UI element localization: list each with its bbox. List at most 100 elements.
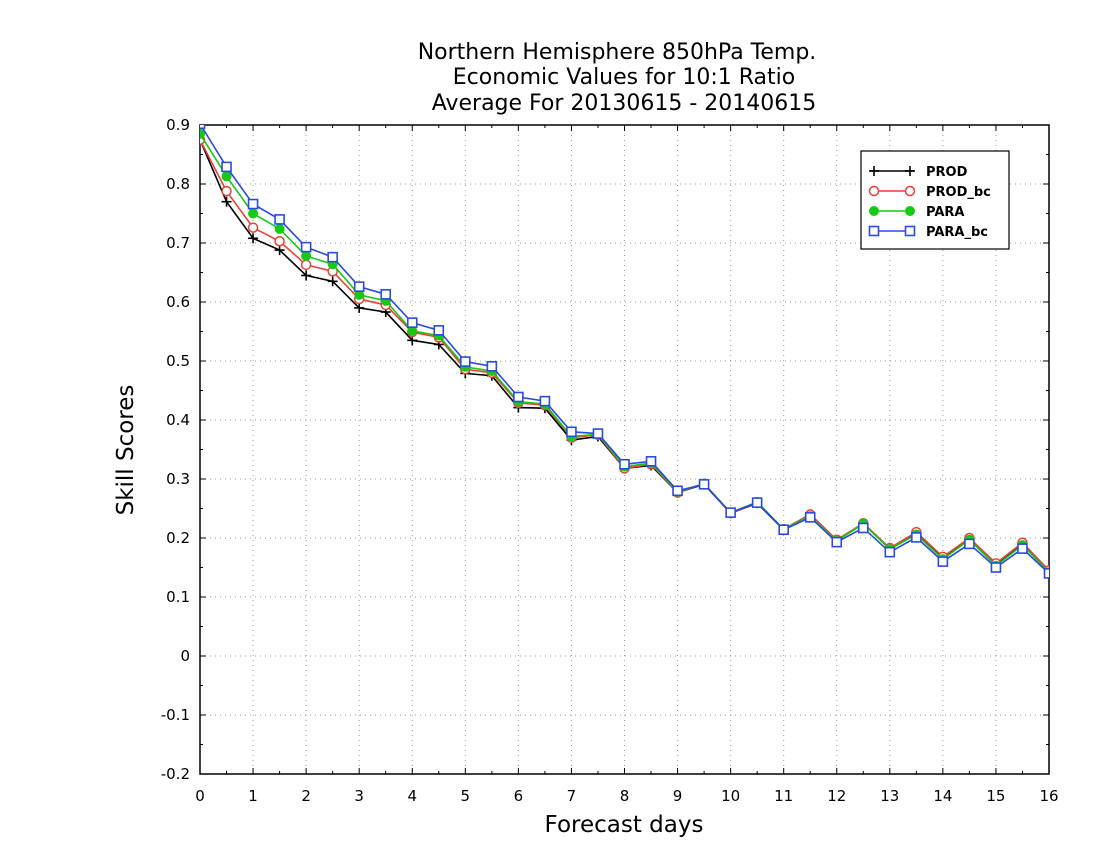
data-point [911, 532, 922, 543]
x-tick-label: 16 [1039, 787, 1058, 805]
data-point [380, 289, 392, 300]
data-point [274, 245, 285, 256]
data-point [248, 233, 259, 244]
data-point [672, 485, 683, 497]
x-tick-label: 5 [461, 787, 471, 805]
legend-label: PROD [926, 165, 968, 180]
data-point [221, 196, 232, 207]
y-tick-labels: 0.9 0.8 0.7 0.6 0.5 0.4 0.3 0.2 0.1 0 -0.1 -0.2 [161, 116, 190, 783]
x-tick-label: 15 [986, 787, 1005, 805]
data-point [513, 391, 524, 403]
legend-marker [868, 185, 880, 197]
y-tick-label: 0.7 [166, 234, 190, 252]
data-point [221, 171, 232, 182]
data-point [698, 479, 710, 490]
y-tick-label: -0.1 [161, 706, 190, 724]
data-point [937, 556, 949, 567]
data-point [406, 317, 418, 328]
x-tick-label: 13 [880, 787, 899, 805]
legend-label: PROD_bc [926, 185, 991, 200]
chart-title: Northern Hemisphere 850hPa Temp. Economi… [418, 40, 817, 116]
x-tick-label: 2 [301, 787, 311, 805]
y-tick-label: 0.6 [166, 293, 190, 311]
title-line-3: Average For 20130615 - 20140615 [432, 91, 817, 116]
series-para-bc [200, 125, 1049, 579]
data-point [353, 281, 365, 292]
y-tick-label: 0.8 [166, 175, 190, 193]
legend-entry: PROD_bc [868, 185, 991, 200]
legend-marker [905, 206, 915, 216]
series-lines [200, 125, 1049, 579]
data-point [274, 214, 285, 225]
legend-entry: PROD [869, 165, 968, 180]
x-tick-label: 8 [620, 787, 630, 805]
data-point [831, 536, 843, 548]
x-tick-label: 12 [827, 787, 846, 805]
data-point [247, 198, 259, 210]
x-tick-label: 14 [933, 787, 952, 805]
data-point [964, 538, 975, 550]
data-point [247, 222, 259, 233]
grid [200, 125, 1049, 774]
y-tick-label: 0.9 [166, 116, 190, 134]
x-tick-label: 10 [721, 787, 740, 805]
data-point [327, 276, 338, 287]
legend-marker [904, 185, 916, 197]
x-tick-label: 3 [354, 787, 364, 805]
x-tick-label: 4 [407, 787, 417, 805]
legend-label: PARA [926, 205, 964, 220]
data-point [804, 512, 816, 523]
y-tick-label: 0 [180, 647, 190, 665]
data-point [221, 161, 232, 173]
data-point [619, 458, 630, 470]
data-point [1043, 568, 1049, 579]
x-tick-label: 1 [248, 787, 258, 805]
data-point [884, 546, 896, 558]
legend-marker [869, 206, 879, 216]
data-point [300, 241, 312, 253]
data-point [200, 125, 206, 130]
data-point [301, 270, 312, 281]
y-tick-label: 0.2 [166, 529, 190, 547]
y-axis-title: Skill Scores [113, 385, 139, 516]
data-point [486, 361, 498, 372]
data-point [274, 235, 285, 247]
data-point [301, 250, 312, 261]
data-point [221, 185, 232, 197]
data-point [354, 302, 365, 313]
x-tick-labels: 0 1 2 3 4 5 6 7 8 9 10 11 12 13 14 15 16 [195, 787, 1058, 805]
data-point [751, 497, 763, 508]
data-point [274, 223, 285, 234]
x-tick-label: 6 [514, 787, 524, 805]
data-point [460, 356, 471, 367]
data-point [990, 562, 1002, 573]
data-point [248, 208, 259, 219]
legend-marker [869, 166, 879, 176]
data-point [433, 325, 445, 336]
legend-marker [868, 225, 880, 237]
title-line-2: Economic Values for 10:1 Ratio [453, 65, 795, 90]
legend-marker [905, 166, 915, 176]
legend-entry: PARA_bc [868, 225, 988, 240]
x-axis-title: Forecast days [545, 812, 704, 838]
legend-marker [904, 225, 916, 237]
axis-ticks [199, 124, 1050, 775]
data-point [1017, 543, 1028, 554]
data-point [592, 428, 604, 439]
legend-label: PARA_bc [926, 225, 988, 240]
y-tick-label: 0.1 [166, 588, 190, 606]
data-point [778, 524, 789, 536]
data-point [725, 507, 736, 518]
legend: PROD PROD_bc PARA PARA_bc [860, 150, 1010, 250]
data-point [566, 426, 577, 438]
x-tick-label: 7 [567, 787, 577, 805]
data-point [200, 128, 205, 139]
x-tick-label: 9 [673, 787, 683, 805]
data-point [300, 259, 312, 271]
y-tick-label: 0.4 [166, 411, 190, 429]
data-point [645, 455, 657, 467]
y-tick-label: 0.5 [166, 352, 190, 370]
title-line-1: Northern Hemisphere 850hPa Temp. [418, 40, 817, 65]
y-tick-label: -0.2 [161, 765, 190, 783]
